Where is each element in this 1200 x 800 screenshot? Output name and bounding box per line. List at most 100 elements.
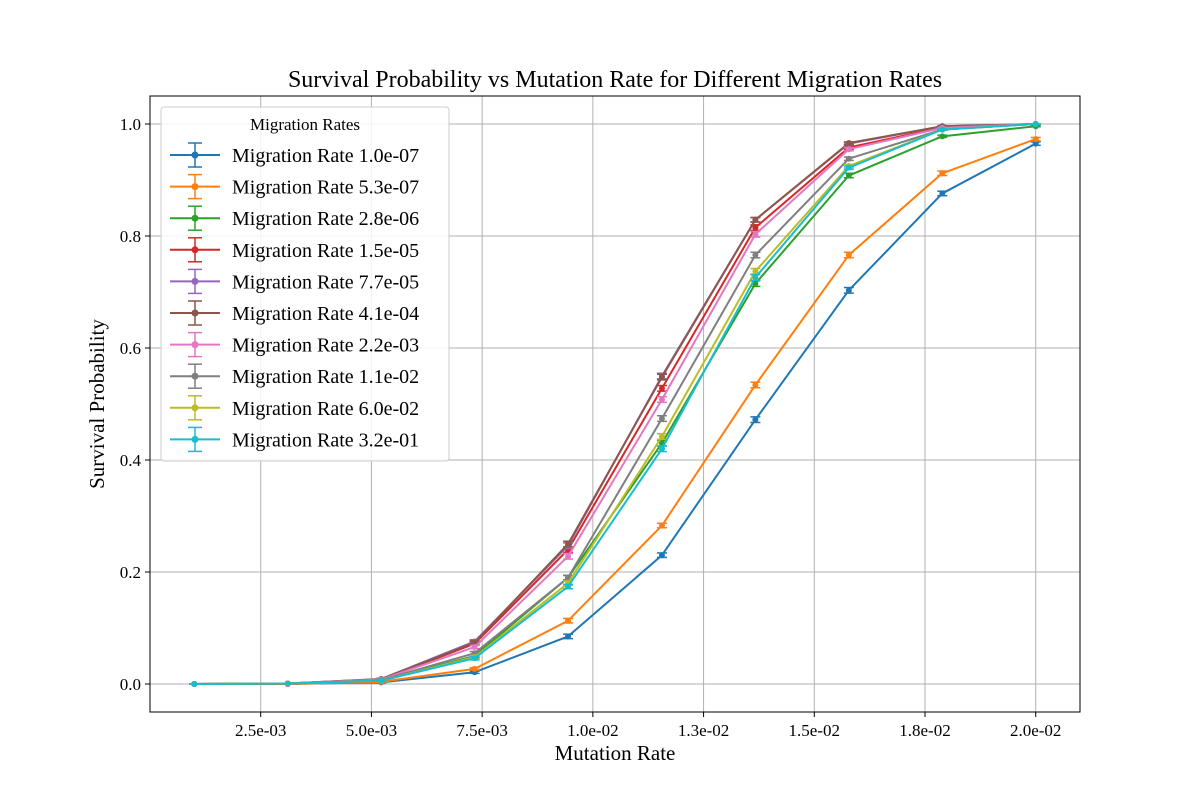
legend-label: Migration Rate 1.5e-05 bbox=[232, 240, 419, 262]
data-point bbox=[939, 133, 946, 140]
x-tick-label: 1.0e-02 bbox=[567, 721, 618, 740]
series-layer bbox=[189, 121, 1041, 687]
data-point bbox=[752, 216, 759, 223]
x-tick-label: 2.5e-03 bbox=[235, 721, 286, 740]
legend-item: Migration Rate 1.1e-02 bbox=[170, 363, 419, 389]
series-9 bbox=[189, 121, 1041, 687]
legend-item: Migration Rate 6.0e-02 bbox=[170, 395, 419, 421]
data-point bbox=[845, 164, 852, 171]
legend-label: Migration Rate 4.1e-04 bbox=[232, 303, 419, 325]
legend: Migration Rates Migration Rate 1.0e-07Mi… bbox=[160, 106, 450, 462]
y-tick-label: 0.8 bbox=[120, 227, 141, 246]
y-tick-label: 0.4 bbox=[120, 451, 142, 470]
legend-label: Migration Rate 6.0e-02 bbox=[232, 398, 419, 420]
legend-items: Migration Rate 1.0e-07 Migration Rate 5.3… bbox=[170, 142, 419, 453]
data-point bbox=[565, 541, 572, 547]
data-point bbox=[658, 433, 665, 440]
legend-label: Migration Rate 5.3e-07 bbox=[232, 177, 419, 199]
data-point bbox=[752, 381, 759, 388]
legend-item: Migration Rate 2.2e-03 bbox=[170, 331, 419, 358]
data-point bbox=[565, 553, 572, 560]
legend-item: Migration Rate 2.8e-06 bbox=[170, 205, 419, 231]
data-point bbox=[939, 126, 946, 133]
data-point bbox=[845, 252, 852, 259]
data-point bbox=[752, 224, 759, 231]
legend-marker bbox=[191, 341, 199, 349]
data-point bbox=[471, 644, 478, 651]
data-point bbox=[845, 155, 852, 162]
x-axis: 2.5e-03 5.0e-03 7.5e-03 1.0e-02 1.3e-02 1.5e-… bbox=[235, 712, 1061, 740]
data-point bbox=[191, 681, 198, 687]
data-point bbox=[471, 665, 478, 672]
legend-marker bbox=[191, 372, 199, 380]
legend-item: Migration Rate 4.1e-04 bbox=[170, 300, 419, 326]
data-point bbox=[565, 633, 572, 640]
data-point bbox=[565, 583, 572, 590]
legend-item: Migration Rate 1.5e-05 bbox=[170, 237, 419, 263]
legend-label: Migration Rate 1.0e-07 bbox=[232, 145, 419, 167]
legend-marker bbox=[191, 404, 199, 412]
x-tick-label: 1.8e-02 bbox=[899, 721, 950, 740]
legend-label: Migration Rate 3.2e-01 bbox=[232, 429, 419, 451]
x-tick-label: 1.3e-02 bbox=[678, 721, 729, 740]
plot-frame bbox=[149, 95, 1081, 713]
y-tick-label: 1.0 bbox=[120, 115, 141, 134]
data-point bbox=[658, 396, 665, 403]
legend-item: Migration Rate 3.2e-01 bbox=[170, 426, 419, 453]
data-point bbox=[1032, 136, 1039, 143]
legend-marker bbox=[191, 435, 199, 443]
legend-item: Migration Rate 5.3e-07 bbox=[170, 173, 419, 200]
data-point bbox=[284, 680, 291, 687]
y-tick-label: 0.6 bbox=[120, 339, 141, 358]
x-tick-label: 5.0e-03 bbox=[346, 721, 397, 740]
legend-marker bbox=[191, 309, 199, 317]
legend-marker bbox=[191, 214, 199, 222]
data-point bbox=[1032, 121, 1039, 127]
data-point bbox=[752, 252, 759, 259]
legend-label: Migration Rate 2.8e-06 bbox=[232, 208, 419, 230]
data-point bbox=[845, 140, 852, 147]
legend-label: Migration Rate 1.1e-02 bbox=[232, 366, 419, 388]
data-point bbox=[471, 655, 478, 662]
data-point bbox=[939, 170, 946, 177]
series-line bbox=[194, 123, 1036, 685]
legend-marker bbox=[191, 246, 199, 254]
legend-label: Migration Rate 2.2e-03 bbox=[232, 335, 419, 357]
legend-marker bbox=[191, 277, 199, 285]
x-tick-label: 2.0e-02 bbox=[1010, 721, 1061, 740]
data-point bbox=[565, 617, 572, 624]
legend-item: Migration Rate 7.7e-05 bbox=[170, 268, 419, 295]
data-point bbox=[752, 416, 759, 423]
x-axis-label: Mutation Rate bbox=[555, 741, 676, 765]
data-point bbox=[658, 374, 665, 381]
legend-label: Migration Rate 7.7e-05 bbox=[232, 271, 419, 293]
legend-marker bbox=[191, 183, 199, 191]
data-point bbox=[378, 677, 385, 684]
data-point bbox=[658, 445, 665, 452]
y-tick-label: 0.0 bbox=[120, 675, 141, 694]
y-tick-label: 0.2 bbox=[120, 563, 141, 582]
data-point bbox=[845, 146, 852, 153]
data-point bbox=[939, 190, 946, 197]
legend-item: Migration Rate 1.0e-07 bbox=[170, 142, 419, 168]
data-point bbox=[658, 385, 665, 392]
data-point bbox=[658, 522, 665, 529]
x-tick-label: 1.5e-02 bbox=[789, 721, 840, 740]
y-axis: 0.0 0.2 0.4 0.6 0.8 1.0 bbox=[120, 115, 150, 694]
data-point bbox=[845, 287, 852, 294]
legend-title: Migration Rates bbox=[250, 115, 360, 134]
data-point bbox=[658, 415, 665, 422]
data-point bbox=[471, 639, 478, 646]
data-point bbox=[845, 172, 852, 179]
legend-marker bbox=[191, 151, 199, 159]
data-point bbox=[1032, 140, 1039, 147]
data-point bbox=[658, 552, 665, 559]
y-axis-label: Survival Probability bbox=[85, 319, 109, 489]
data-point bbox=[752, 274, 759, 281]
legend-frame bbox=[160, 106, 450, 462]
x-tick-label: 7.5e-03 bbox=[456, 721, 507, 740]
data-point bbox=[752, 268, 759, 275]
chart-title: Survival Probability vs Mutation Rate fo… bbox=[288, 67, 942, 93]
data-point bbox=[752, 231, 759, 238]
